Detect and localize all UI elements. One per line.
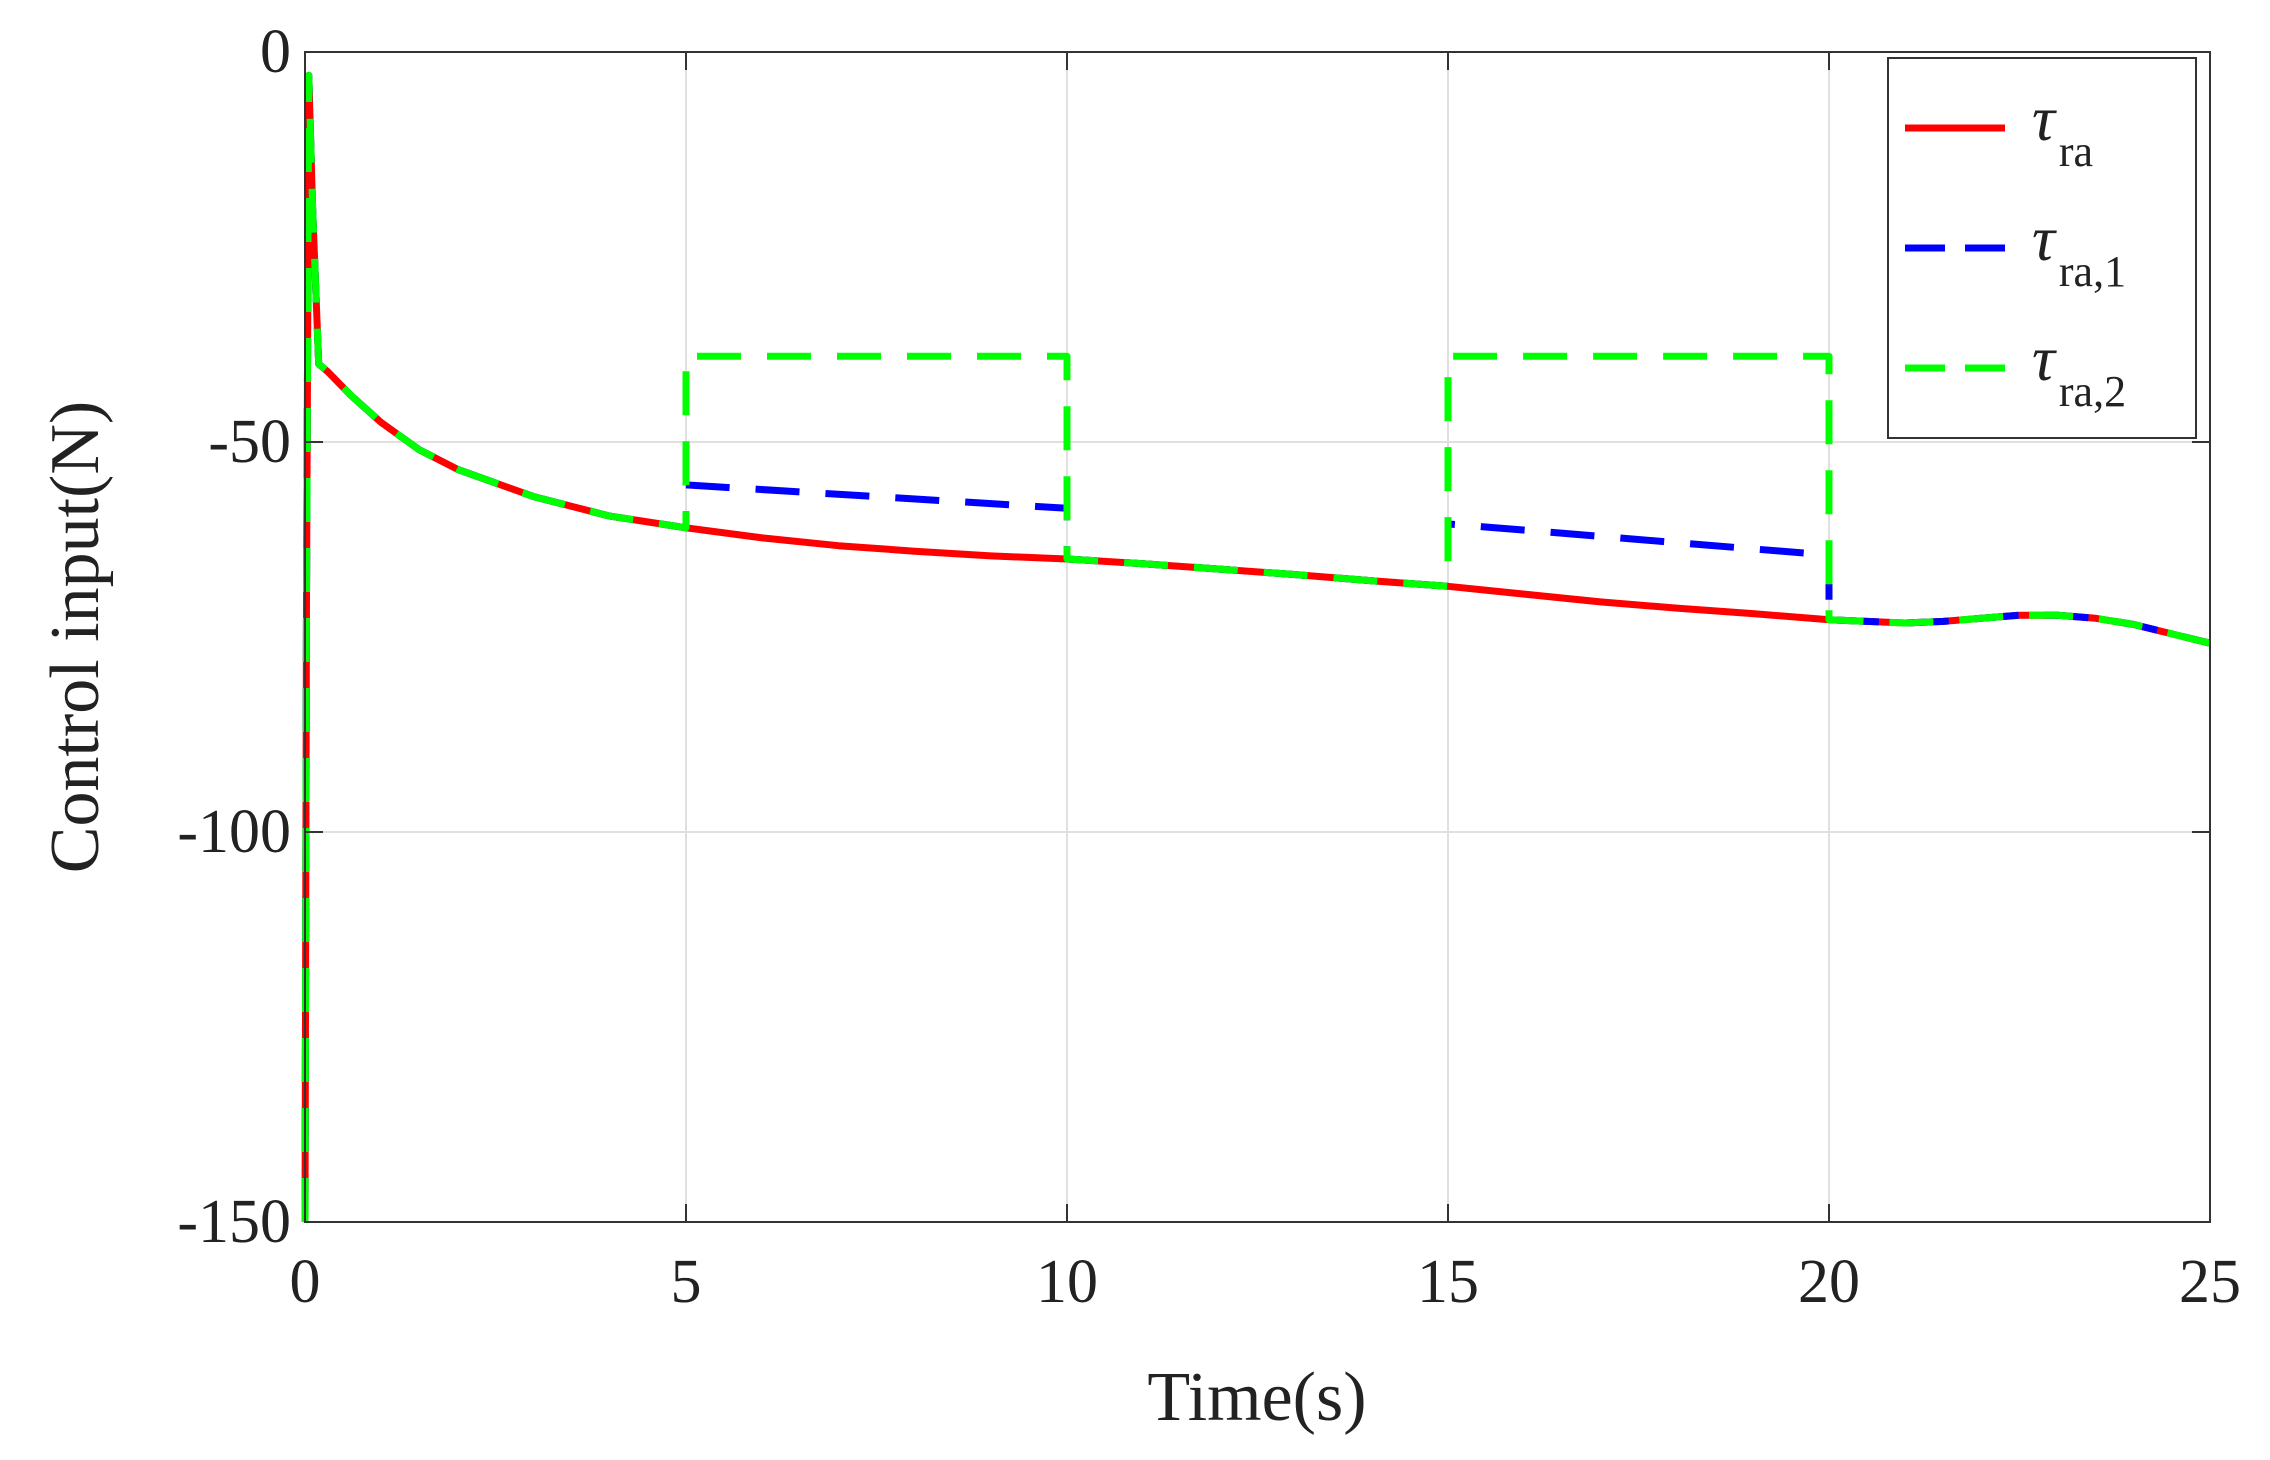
x-tick-label: 10 [1036, 1248, 1098, 1316]
series-line-ra-2 [301, 71, 2211, 1223]
legend-label: τra [2032, 83, 2093, 176]
x-tick-label: 0 [290, 1248, 321, 1316]
x-tick-label: 15 [1417, 1248, 1479, 1316]
legend: τra τra,1 τra,2 [1887, 57, 2197, 439]
legend-label: τra,1 [2032, 203, 2126, 296]
series-lines [301, 71, 2211, 1223]
x-tick-label: 5 [671, 1248, 702, 1316]
y-axis-title: Control input(N) [37, 401, 114, 873]
y-tick-label: -50 [208, 408, 291, 476]
y-tick-label: 0 [260, 18, 291, 86]
plot-frame [304, 51, 2211, 1223]
x-tick-label: 25 [2179, 1248, 2241, 1316]
legend-label: τra,2 [2032, 323, 2126, 416]
x-axis-title: Time(s) [1147, 1359, 1366, 1436]
ticks: 0 5 10 15 20 25 0 -50 -100 -150 [177, 18, 2241, 1316]
y-tick-label: -100 [177, 798, 291, 866]
y-tick-label: -150 [177, 1188, 291, 1256]
x-tick-label: 20 [1798, 1248, 1860, 1316]
